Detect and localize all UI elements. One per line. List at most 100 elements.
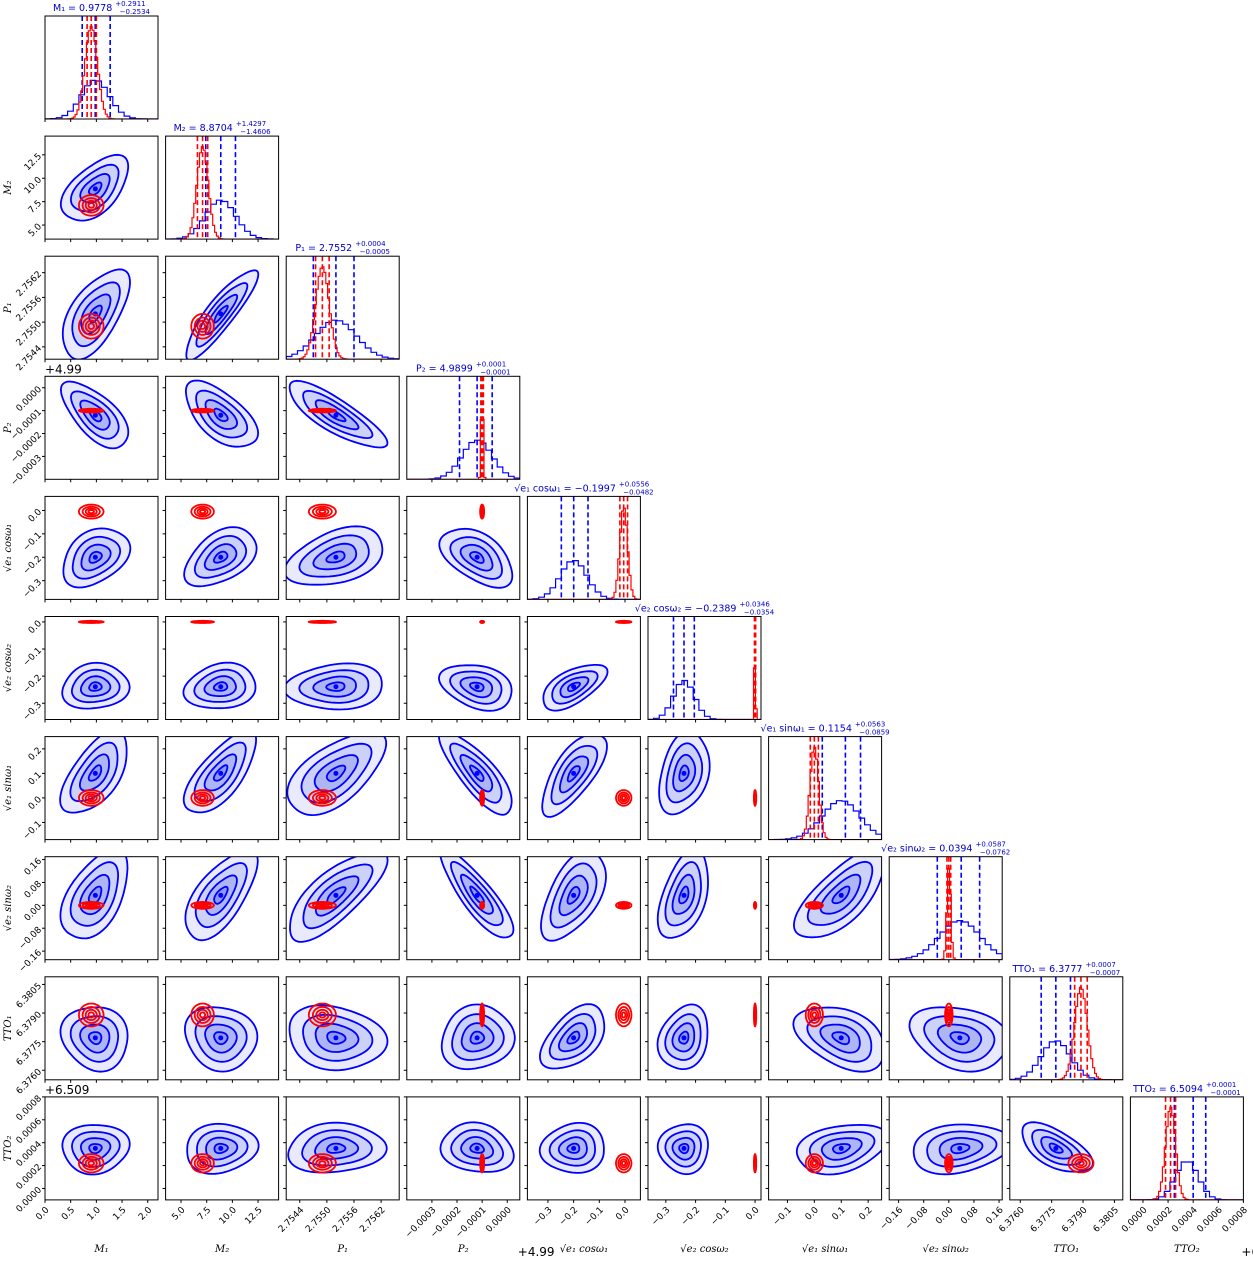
center-blue-P1-M2 bbox=[218, 311, 224, 317]
contour-red-TTO1-P1-2 bbox=[315, 1008, 330, 1021]
frame-TTO2-P1 bbox=[285, 1096, 400, 1201]
xtick-M2-0: 5.0 bbox=[170, 1205, 187, 1222]
frame-TTO1-P1 bbox=[285, 976, 400, 1081]
xtick-e1sin-1: 0.0 bbox=[804, 1205, 821, 1222]
contour-red-e1cos-M2-1 bbox=[193, 505, 212, 518]
panel-e1cos-M1 bbox=[42, 495, 159, 603]
xtick-e1cos-1: −0.2 bbox=[558, 1205, 581, 1228]
contour-red-TTO2-e1cos-2 bbox=[619, 1158, 629, 1169]
contour-red-e1sin-P1-3 bbox=[318, 795, 327, 801]
contour-red-M2-M1-1 bbox=[81, 197, 101, 214]
contour-red-e1cos-M1-2 bbox=[84, 507, 98, 516]
xtick-TTO1-1: 6.3775 bbox=[1029, 1205, 1058, 1234]
frame-e2sin-P2 bbox=[406, 856, 521, 961]
frame-TTO2-e2sin bbox=[888, 1096, 1003, 1201]
center-blue-e1sin-P2 bbox=[474, 770, 480, 776]
contour-red-TTO1-e1cos-1 bbox=[617, 1005, 630, 1024]
panel-TTO2-e2sin bbox=[886, 1096, 1003, 1203]
center-blue-e1sin-M2 bbox=[218, 770, 224, 776]
ytick-e2cos-3: 0.0 bbox=[27, 619, 44, 636]
frame-P2-P1 bbox=[285, 375, 400, 480]
contour-red-TTO2-M1-2 bbox=[84, 1158, 98, 1169]
contour-red-e1cos-M1-0 bbox=[77, 503, 105, 520]
panel-e2cos-M1 bbox=[42, 616, 159, 723]
ylabel-TTO1: TTO₁ bbox=[3, 1015, 14, 1041]
histogram-blue-M1 bbox=[45, 79, 158, 119]
frame-e1sin-e2cos bbox=[647, 736, 762, 841]
xtick-e2sin-2: 0.00 bbox=[934, 1205, 955, 1226]
frame-e1sin-M2 bbox=[165, 736, 280, 841]
contour-red-TTO1-P1-1 bbox=[311, 1005, 333, 1024]
center-blue-e1sin-e2cos bbox=[681, 770, 687, 776]
xtick-M1-1: 0.5 bbox=[60, 1205, 77, 1222]
contour-red-e2cos-M2-3 bbox=[199, 620, 207, 624]
contour-red-e1cos-P2-3 bbox=[480, 509, 484, 515]
panel-e1sin-e1sin bbox=[768, 736, 883, 843]
panel-e1sin-M1 bbox=[42, 736, 159, 843]
center-blue-e2sin-P1 bbox=[333, 892, 339, 898]
xtick-e2cos-1: −0.2 bbox=[680, 1205, 703, 1228]
contour-red-e1sin-M2-0 bbox=[190, 789, 215, 807]
contour-red-TTO1-e1sin-1 bbox=[807, 1005, 822, 1024]
ytick-TTO1-3: 6.3805 bbox=[15, 981, 44, 1010]
contour-red-e1cos-M2-2 bbox=[196, 507, 209, 516]
contour-red-e2sin-P1-1 bbox=[311, 902, 333, 909]
title-err-minus-TTO2: −0.0001 bbox=[1210, 1089, 1240, 1097]
xlabel-TTO2: TTO₂ bbox=[1174, 1244, 1200, 1255]
contour-red-e1cos-P1-2 bbox=[315, 507, 330, 516]
center-blue-e1sin-e1cos bbox=[571, 770, 577, 776]
ytick-P1-0: 2.7544 bbox=[15, 344, 45, 374]
ytick-e1cos-0: −0.3 bbox=[22, 578, 45, 601]
xlabel-e1sin: √e₁ sinω₁ bbox=[802, 1244, 848, 1255]
contour-red-e1sin-P1-2 bbox=[315, 793, 330, 803]
frame-e2cos-e2cos bbox=[647, 616, 762, 720]
contour-red-TTO2-e2sin-1 bbox=[945, 1156, 953, 1171]
title-err-plus-M1: +0.2911 bbox=[115, 0, 145, 8]
frame-TTO1-P2 bbox=[406, 976, 521, 1081]
contour-red-e2sin-M1-1 bbox=[81, 902, 101, 909]
center-blue-TTO2-e1cos bbox=[571, 1145, 577, 1151]
contour-red-P2-P1-3 bbox=[318, 409, 327, 412]
contour-red-e1sin-e1cos-3 bbox=[621, 795, 627, 801]
contour-red-TTO1-P1-3 bbox=[318, 1011, 327, 1019]
panel-TTO1-P2 bbox=[403, 976, 521, 1083]
frame-TTO2-e1cos bbox=[526, 1096, 641, 1201]
panel-TTO1-M1 bbox=[42, 976, 159, 1083]
frame-M1-M1 bbox=[44, 15, 159, 120]
xtick-P1-3: 2.7562 bbox=[358, 1205, 387, 1234]
frame-TTO2-e1sin bbox=[768, 1096, 883, 1201]
panel-e1cos-P1 bbox=[283, 495, 400, 603]
contour-red-e1cos-P1-0 bbox=[307, 503, 337, 520]
contour-red-e1sin-e1cos-0 bbox=[615, 789, 633, 807]
xtick-TTO2-2: 0.0004 bbox=[1170, 1205, 1200, 1235]
contour-red-e2sin-e1sin-0 bbox=[804, 901, 824, 910]
histogram-red-e1sin bbox=[768, 746, 882, 840]
histogram-red-TTO1 bbox=[1009, 986, 1123, 1080]
xtick-e1cos-3: 0.0 bbox=[614, 1205, 631, 1222]
panel-P1-P1 bbox=[285, 255, 400, 363]
contour-red-TTO2-TTO1-1 bbox=[1071, 1156, 1091, 1171]
ylabel-e2cos: √e₂ cosω₂ bbox=[3, 644, 14, 692]
xlabel-M2: M₂ bbox=[214, 1244, 229, 1255]
contour-red-TTO1-M1-0 bbox=[77, 1002, 105, 1028]
center-blue-TTO2-M1 bbox=[92, 1145, 98, 1151]
histogram-blue-M2 bbox=[165, 199, 279, 240]
panel-e2sin-P2 bbox=[403, 856, 521, 963]
contour-red-e1cos-M1-3 bbox=[87, 509, 95, 515]
xtick-TTO2-3: 0.0006 bbox=[1196, 1205, 1226, 1235]
center-blue-TTO1-P1 bbox=[333, 1035, 339, 1041]
title-err-plus-P1: +0.0004 bbox=[355, 240, 386, 248]
contour-red-TTO2-e2sin-3 bbox=[947, 1160, 951, 1167]
contour-red-e2cos-e1cos-3 bbox=[621, 620, 627, 624]
title-err-plus-e1sin: +0.0563 bbox=[855, 721, 885, 729]
panel-TTO1-e1sin bbox=[765, 976, 883, 1083]
xtick-TTO1-2: 6.3790 bbox=[1060, 1205, 1090, 1235]
panel-TTO2-TTO1 bbox=[1006, 1096, 1124, 1203]
ytick-M2-3: 12.5 bbox=[23, 152, 44, 173]
xlabel-e1cos: √e₁ cosω₁ bbox=[560, 1244, 608, 1255]
title-err-minus-P2: −0.0001 bbox=[480, 368, 510, 376]
histogram-blue-P2 bbox=[406, 439, 520, 480]
contour-red-TTO1-e2cos-3 bbox=[753, 1011, 757, 1019]
panel-e2cos-M2 bbox=[162, 616, 280, 723]
